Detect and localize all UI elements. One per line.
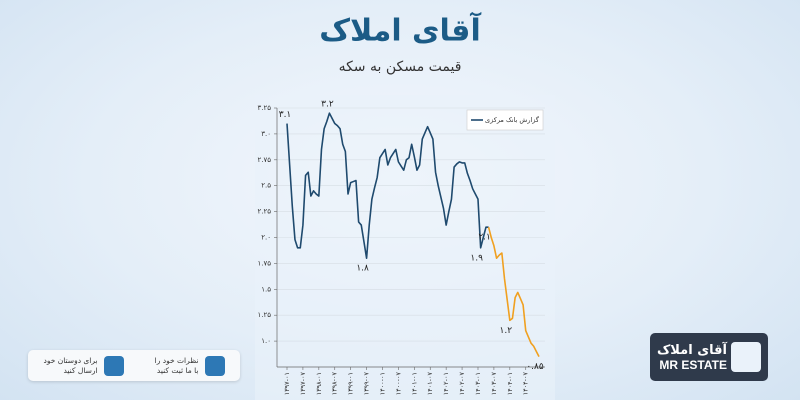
series-line [286, 112, 489, 260]
value-label: ۰.۸۵ [526, 362, 544, 372]
y-tick-label: ۲.۷۵ [257, 156, 271, 164]
x-tick-label: ۱۴۰۱-۰۷ [426, 371, 434, 395]
y-tick-label: ۳.۰ [261, 130, 271, 138]
share-bar: نظرات خود را با ما ثبت کنید برای دوستان خ… [28, 350, 240, 381]
share-line: برای دوستان خود [43, 355, 98, 365]
logo-latin: MR ESTATE [659, 357, 727, 372]
x-tick-label: ۱۳۹۹-۰۱ [347, 372, 355, 395]
legend-label: گزارش بانک مرکزی [485, 116, 540, 124]
x-tick-label: ۱۳۹۸-۰۱ [315, 372, 323, 395]
comment-text: نظرات خود را با ما ثبت کنید [155, 356, 199, 376]
y-tick-label: ۲.۵ [261, 182, 271, 190]
chart-title: آقای املاک [319, 12, 481, 49]
logo-icon [731, 342, 761, 372]
value-label: ۱.۲ [500, 326, 513, 336]
x-tick-label: ۱۳۹۷-۰۱ [283, 372, 291, 395]
grid: ۱.۰ ۱.۲۵ ۱.۵ ۱.۷۵ ۲.۰ ۲.۲۵ ۲.۵ ۲.۷۵ ۳.۰ ۳.۲۵ ۱۳۹۷-… [257, 104, 545, 395]
y-tick-label: ۱.۰ [261, 337, 271, 345]
value-label: ۳.۲ [321, 100, 334, 110]
plot: ۳.۱ ۳.۲ ۱.۸ ۱.۹ ۲.۱ ۱.۲ ۰.۸۵ گزارش بانک مرکزی [279, 100, 544, 372]
x-tick-label: ۱۳۹۸-۰۷ [331, 371, 339, 395]
y-tick-label: ۱.۲۵ [257, 311, 271, 319]
share-icon [103, 355, 124, 376]
logo[interactable]: آقای املاک MR ESTATE [650, 333, 768, 381]
series-line [487, 226, 540, 358]
x-tick-label: ۱۴۰۰-۰۱ [378, 372, 386, 395]
comment-icon [204, 355, 225, 376]
comment-line: با ما ثبت کنید [156, 365, 199, 375]
value-label: ۳.۱ [279, 110, 292, 120]
value-label: ۱.۹ [470, 253, 483, 263]
value-label: ۱.۸ [356, 264, 369, 274]
y-tick-label: ۱.۷۵ [257, 259, 271, 267]
x-tick-label: ۱۴۰۲-۰۷ [458, 371, 466, 395]
share-text: برای دوستان خود ارسال کنید [44, 356, 98, 376]
y-tick-label: ۲.۰ [261, 234, 271, 242]
chart-panel [255, 95, 555, 400]
x-tick-label: ۱۴۰۰-۰۷ [394, 371, 402, 395]
legend-box [466, 109, 544, 131]
x-tick-label: ۱۳۹۹-۰۷ [363, 371, 371, 395]
logo-name: آقای املاک [657, 342, 727, 358]
comment-line: نظرات خود را [154, 355, 199, 365]
comment-button[interactable]: نظرات خود را با ما ثبت کنید [155, 355, 225, 376]
x-tick-label: ۱۴۰۴-۰۷ [522, 371, 530, 395]
x-tick-label: ۱۴۰۳-۰۱ [474, 372, 482, 395]
chart-subtitle: قیمت مسکن به سکه [339, 59, 462, 75]
x-tick-label: ۱۴۰۴-۰۱ [506, 372, 514, 395]
share-button[interactable]: برای دوستان خود ارسال کنید [44, 355, 124, 376]
x-tick-label: ۱۴۰۳-۰۷ [490, 371, 498, 395]
share-line: ارسال کنید [63, 365, 98, 375]
x-tick-label: ۱۴۰۱-۰۱ [410, 372, 418, 395]
logo-text: آقای املاک MR ESTATE [657, 343, 727, 372]
x-tick-label: ۱۳۹۷-۰۷ [299, 371, 307, 395]
y-tick-label: ۳.۲۵ [257, 104, 271, 112]
value-label: ۲.۱ [478, 233, 491, 243]
y-tick-label: ۲.۲۵ [257, 208, 271, 216]
y-tick-label: ۱.۵ [261, 285, 271, 293]
x-tick-label: ۱۴۰۲-۰۱ [442, 372, 450, 395]
